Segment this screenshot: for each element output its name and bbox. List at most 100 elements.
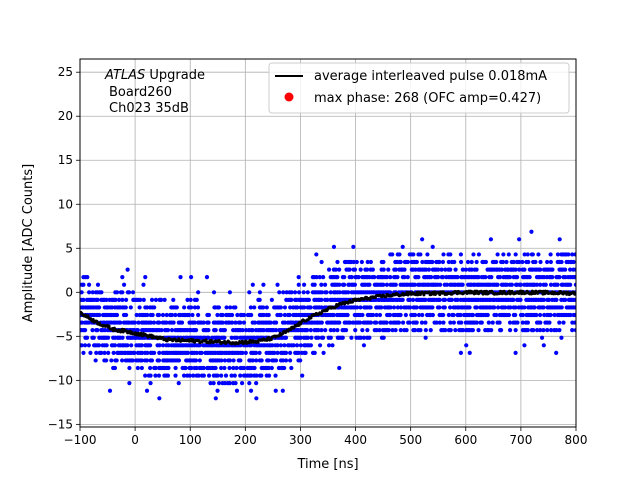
sample-point: [414, 259, 419, 265]
sample-point-outlier: [250, 282, 255, 287]
average-point: [91, 318, 95, 322]
sample-point: [393, 267, 398, 272]
sample-point: [183, 365, 188, 371]
sample-point: [275, 350, 280, 355]
sample-point: [526, 259, 531, 265]
sample-point: [132, 320, 137, 325]
sample-point: [148, 320, 153, 325]
sample-point: [211, 381, 216, 386]
sample-point: [387, 312, 393, 318]
sample-point: [485, 312, 490, 318]
sample-point: [360, 328, 365, 333]
sample-point: [423, 328, 428, 333]
sample-point: [368, 259, 373, 265]
sample-point: [215, 373, 220, 378]
sample-point: [135, 365, 140, 371]
sample-point: [99, 290, 104, 295]
sample-point: [171, 297, 176, 302]
sample-point: [319, 282, 324, 287]
sample-point: [305, 328, 310, 333]
sample-point-outlier: [554, 350, 559, 355]
sample-point-outlier: [211, 290, 217, 295]
sample-point: [546, 297, 552, 302]
sample-point: [148, 343, 153, 348]
sample-point: [358, 305, 363, 310]
sample-point-outlier: [261, 282, 266, 287]
sample-point: [123, 297, 129, 302]
sample-point-outlier: [517, 237, 522, 242]
sample-point: [568, 312, 573, 318]
sample-point: [371, 312, 376, 318]
sample-point-outlier: [280, 388, 285, 393]
sample-point-outlier: [314, 252, 319, 257]
sample-point: [176, 358, 182, 363]
sample-point: [326, 267, 332, 272]
sample-point: [249, 373, 254, 378]
sample-point: [359, 259, 364, 265]
sample-point: [508, 305, 513, 310]
legend-entry-average: average interleaved pulse 0.018mA: [314, 69, 547, 84]
sample-point: [222, 335, 227, 340]
sample-point: [85, 275, 90, 280]
sample-point: [159, 328, 164, 333]
sample-point: [197, 343, 202, 348]
sample-point: [497, 320, 502, 325]
sample-point: [538, 312, 543, 318]
sample-point: [306, 297, 312, 302]
sample-point: [235, 312, 240, 318]
sample-point: [489, 328, 494, 333]
sample-point: [381, 259, 386, 265]
sample-point: [165, 328, 171, 333]
x-tick-label: 200: [234, 433, 257, 447]
sample-point: [82, 343, 88, 348]
sample-point: [289, 297, 294, 302]
sample-point: [555, 252, 561, 257]
sample-point: [531, 328, 536, 333]
sample-point: [187, 373, 192, 378]
sample-point: [455, 297, 460, 302]
sample-point: [342, 282, 347, 287]
sample-point: [95, 282, 101, 287]
sample-point-outlier: [335, 259, 340, 265]
legend-box: [268, 62, 570, 114]
sample-point-outlier: [247, 290, 252, 295]
sample-point: [429, 275, 434, 280]
sample-point: [157, 320, 162, 325]
sample-point: [165, 373, 171, 378]
sample-point: [326, 343, 332, 348]
sample-point: [292, 290, 298, 295]
sample-point: [548, 328, 554, 333]
sample-point: [449, 297, 454, 302]
sample-point: [252, 305, 257, 310]
average-point: [368, 297, 372, 301]
sample-point: [220, 312, 225, 318]
sample-point: [358, 335, 363, 340]
sample-point: [381, 282, 386, 287]
sample-point: [206, 373, 212, 378]
sample-point-outlier: [234, 388, 240, 393]
sample-point: [490, 320, 495, 325]
sample-point: [525, 328, 530, 333]
sample-point: [157, 343, 162, 348]
sample-point: [278, 343, 283, 348]
sample-point: [413, 312, 418, 318]
sample-point: [229, 335, 234, 340]
sample-point: [386, 267, 391, 272]
sample-point: [113, 297, 118, 302]
sample-point: [355, 305, 360, 310]
sample-point: [111, 350, 116, 355]
sample-point: [354, 259, 359, 265]
sample-point: [283, 335, 289, 340]
sample-point: [316, 328, 321, 333]
sample-point: [80, 343, 84, 348]
sample-point: [346, 290, 351, 295]
sample-point: [365, 259, 370, 265]
sample-point: [319, 290, 325, 295]
sample-point: [513, 305, 518, 310]
sample-point: [571, 259, 576, 265]
sample-point: [393, 282, 398, 287]
sample-point: [213, 328, 218, 333]
sample-point: [476, 252, 482, 257]
average-point: [427, 290, 431, 294]
sample-point: [541, 328, 546, 333]
